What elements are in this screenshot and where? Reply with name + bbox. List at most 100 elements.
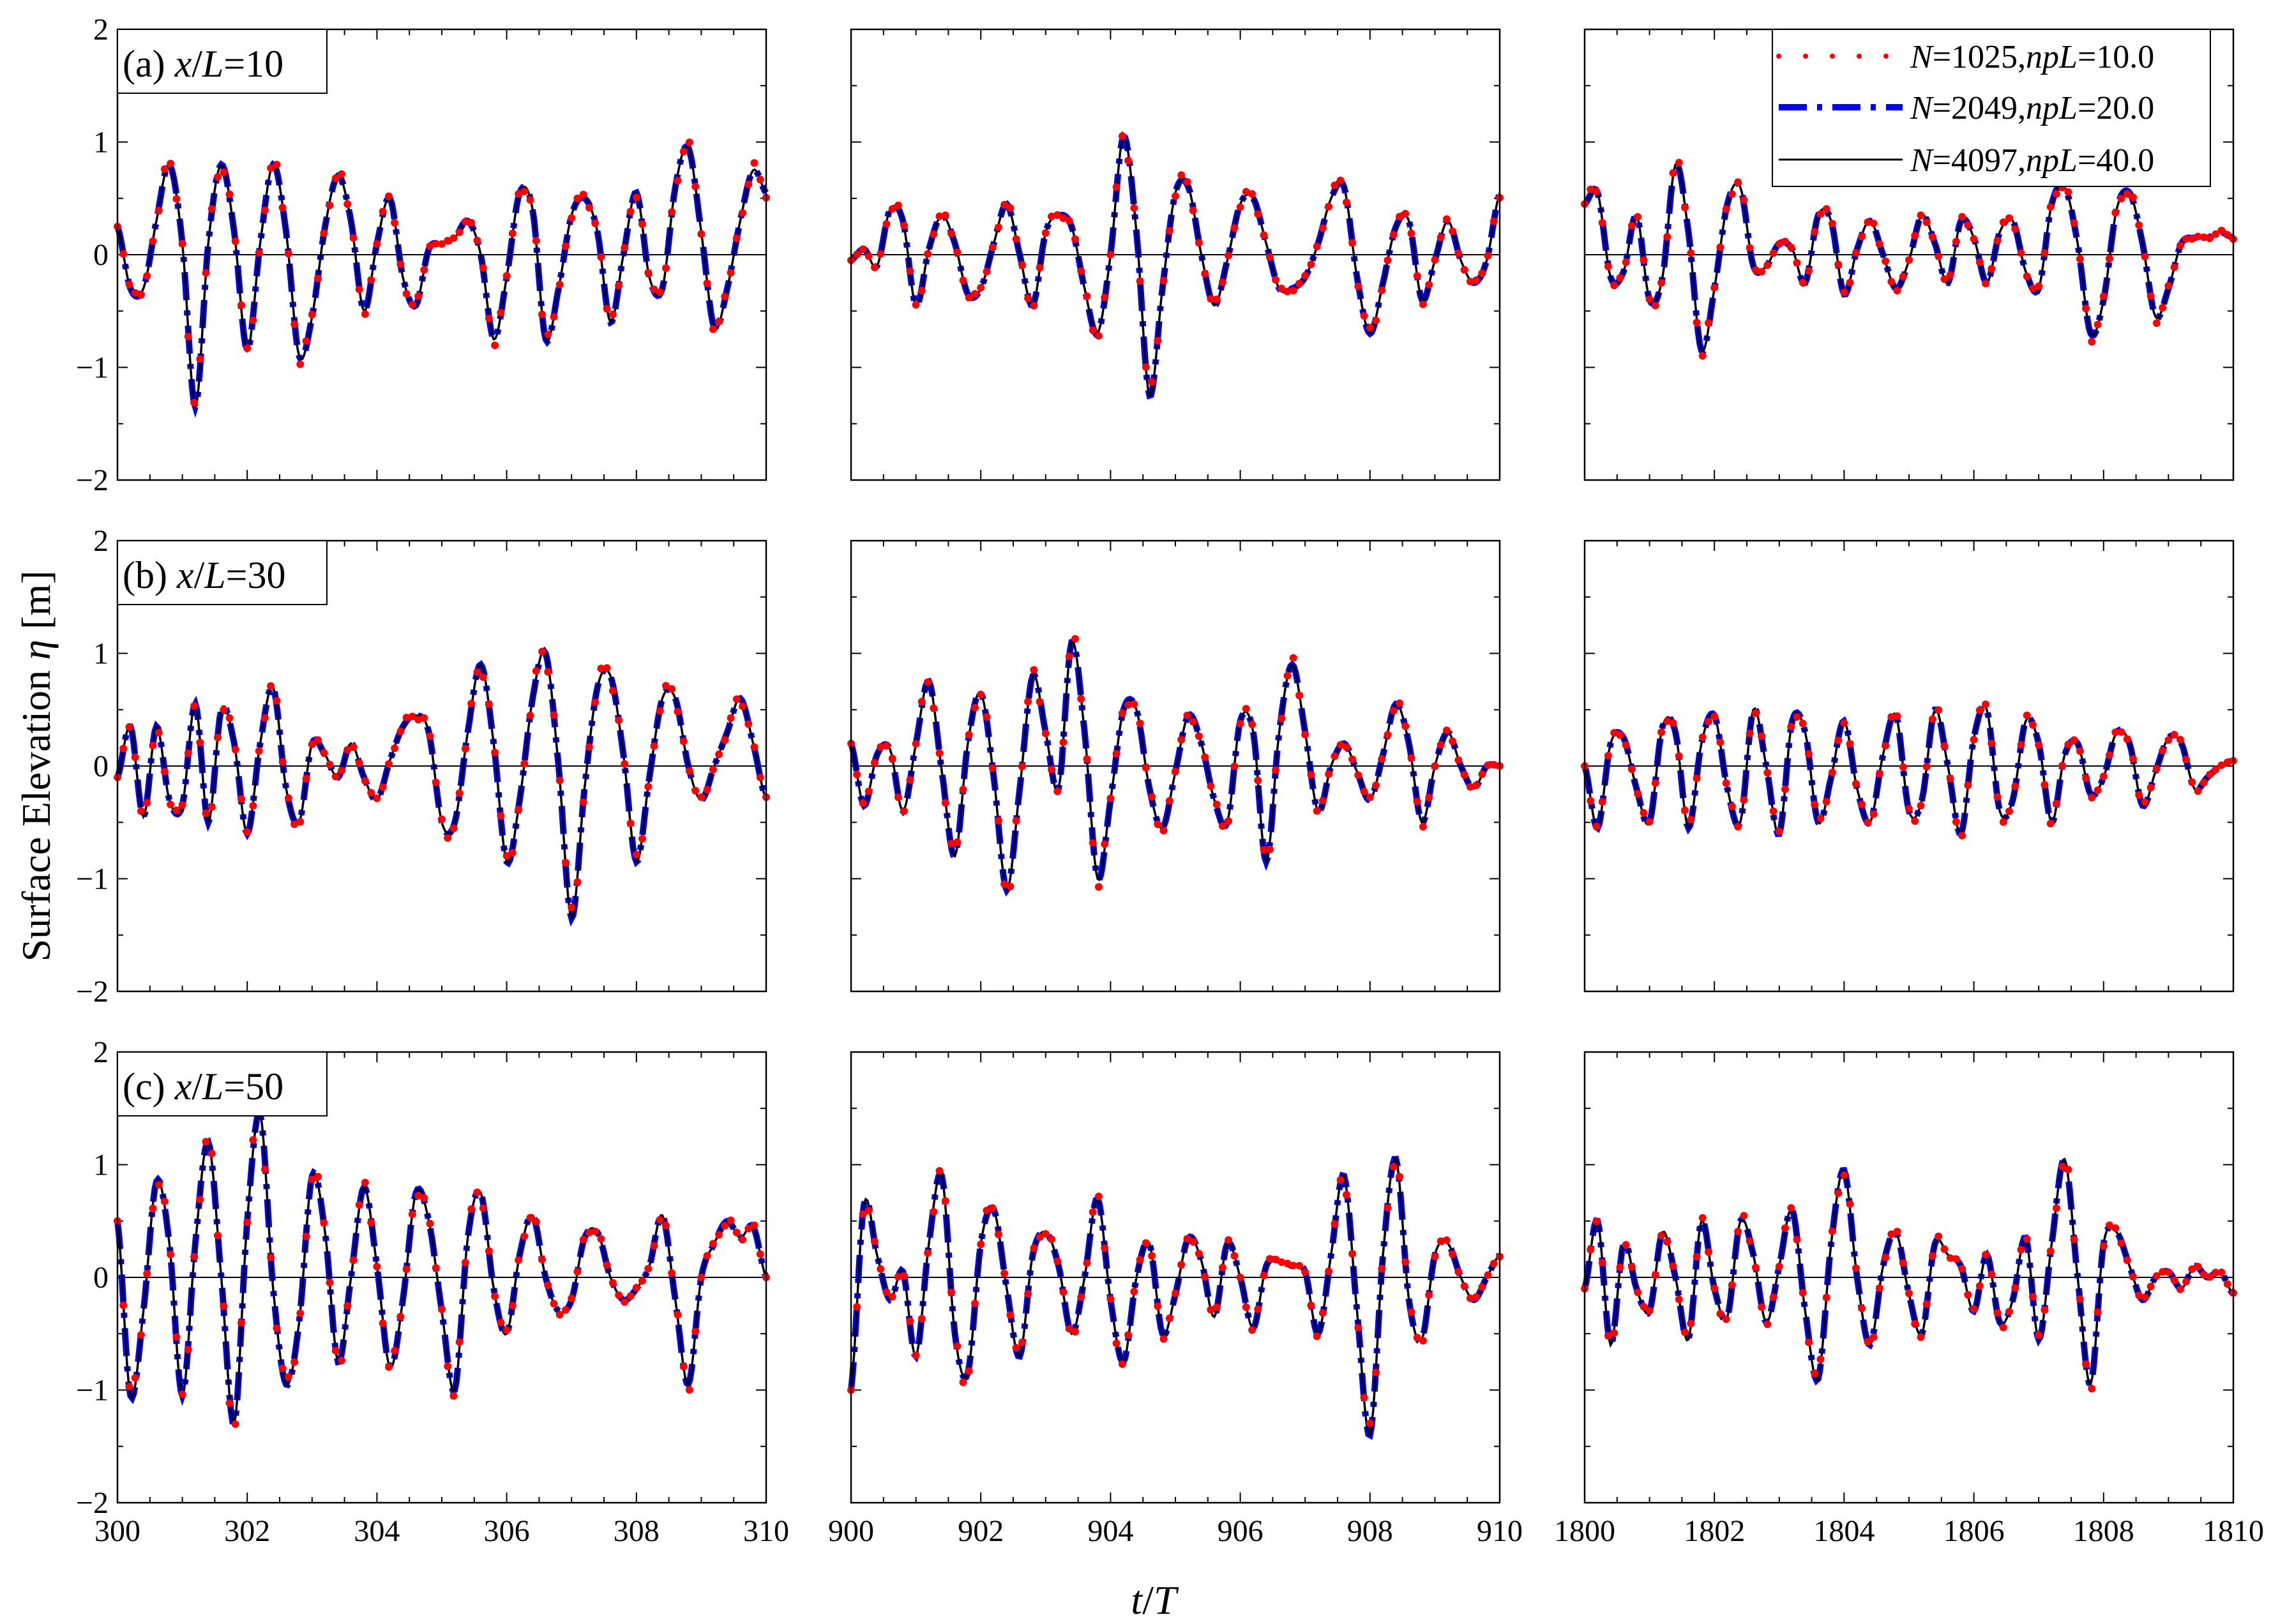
x-tick-label: 1800 xyxy=(1554,1514,1615,1548)
data-point xyxy=(1935,1232,1943,1240)
data-point xyxy=(1935,252,1943,260)
y-tick-label: 2 xyxy=(93,1035,109,1069)
data-point xyxy=(1118,709,1126,718)
data-point xyxy=(1775,240,1783,248)
data-point xyxy=(591,698,600,707)
data-point xyxy=(1254,1305,1262,1313)
data-point xyxy=(608,1279,617,1287)
data-point xyxy=(1278,284,1286,292)
data-point xyxy=(1769,1293,1777,1302)
data-point xyxy=(1195,239,1203,247)
data-point xyxy=(2099,292,2108,301)
data-point xyxy=(1722,779,1730,787)
data-point xyxy=(1318,797,1327,805)
data-point xyxy=(679,737,688,746)
data-point xyxy=(1610,728,1618,737)
data-point xyxy=(1159,827,1168,835)
data-point xyxy=(2123,735,2131,743)
data-point xyxy=(1083,1259,1091,1267)
data-point xyxy=(1734,823,1742,831)
data-point xyxy=(983,267,991,276)
data-point xyxy=(1616,274,1624,282)
data-point xyxy=(1882,1254,1890,1261)
data-point xyxy=(1006,204,1015,212)
data-point xyxy=(1905,1289,1913,1297)
data-point xyxy=(1975,1282,1984,1290)
data-point xyxy=(143,272,151,280)
data-point xyxy=(2064,188,2072,196)
data-point xyxy=(703,279,711,287)
data-point xyxy=(650,1242,658,1250)
data-point xyxy=(1413,797,1421,806)
data-point xyxy=(2082,774,2090,782)
svg-text:N=2049,npL=20.0: N=2049,npL=20.0 xyxy=(1910,90,2154,126)
panel-r2-c0: −2 −1 0 1 2 300 302 304 306 308 310 xyxy=(76,1035,789,1548)
data-point xyxy=(396,727,405,735)
data-point xyxy=(656,707,664,715)
data-point xyxy=(538,310,546,319)
y-tick-label: −1 xyxy=(76,1374,109,1408)
data-point xyxy=(1336,741,1345,749)
data-point xyxy=(1265,1255,1274,1263)
data-point xyxy=(900,222,909,230)
data-point xyxy=(1751,266,1760,274)
data-point xyxy=(1006,1311,1015,1320)
data-point xyxy=(568,903,576,912)
svg-text:(c) x/L=50: (c) x/L=50 xyxy=(123,1065,283,1108)
data-point xyxy=(190,702,199,710)
data-point xyxy=(1272,1256,1279,1263)
data-point xyxy=(184,333,192,341)
data-point xyxy=(644,269,653,277)
data-point xyxy=(1988,1270,1996,1279)
y-tick-label: −1 xyxy=(76,351,109,385)
data-point xyxy=(603,664,611,672)
data-point xyxy=(1372,1369,1380,1376)
data-point xyxy=(591,1228,600,1235)
data-point xyxy=(1651,301,1659,310)
data-point xyxy=(1970,1305,1978,1313)
data-point xyxy=(314,274,322,283)
x-tick-label: 300 xyxy=(94,1514,140,1548)
data-point xyxy=(278,1364,287,1372)
x-tick-label: 1804 xyxy=(1813,1514,1875,1548)
data-point xyxy=(1864,818,1872,827)
data-point xyxy=(1260,846,1268,854)
data-point xyxy=(526,1214,534,1222)
data-point xyxy=(1834,260,1843,269)
data-point xyxy=(473,1188,481,1196)
data-point xyxy=(568,1294,576,1302)
data-point xyxy=(715,1231,723,1239)
data-point xyxy=(1746,729,1754,737)
data-point xyxy=(296,818,305,826)
data-point xyxy=(420,266,428,274)
data-point xyxy=(1036,1233,1044,1241)
panel-frame xyxy=(850,539,1501,993)
data-point xyxy=(2147,292,2155,300)
data-point xyxy=(1283,287,1292,296)
data-point xyxy=(1225,252,1233,260)
data-point xyxy=(1236,203,1244,211)
data-point xyxy=(579,1235,587,1244)
data-point xyxy=(515,1256,523,1265)
data-point xyxy=(1012,235,1020,243)
data-point xyxy=(532,1217,540,1226)
data-point xyxy=(1354,1323,1362,1332)
data-point xyxy=(656,288,664,296)
data-point xyxy=(1307,771,1315,779)
data-point xyxy=(290,320,299,328)
data-point xyxy=(125,1383,133,1391)
data-point xyxy=(1917,211,1925,220)
legend-item-n2049: N=2049,npL=20.0 xyxy=(1779,90,2154,126)
data-point xyxy=(1295,280,1303,288)
data-point xyxy=(1846,740,1854,748)
data-point xyxy=(900,807,909,815)
data-point xyxy=(2129,1273,2137,1281)
data-point xyxy=(2141,253,2149,260)
series-n1025 xyxy=(114,139,770,407)
data-point xyxy=(1905,256,1913,264)
data-point xyxy=(479,673,487,681)
data-point xyxy=(859,1210,867,1218)
data-point xyxy=(1917,1333,1925,1341)
data-point xyxy=(2212,230,2220,238)
data-point xyxy=(555,280,564,289)
